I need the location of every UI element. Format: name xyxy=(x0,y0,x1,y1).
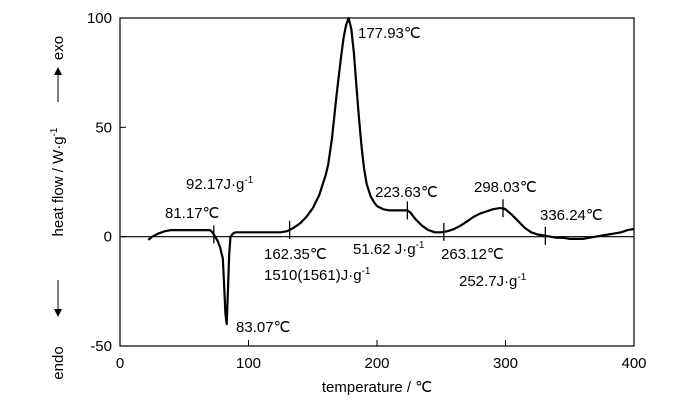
annotation-peak-late: 298.03℃ xyxy=(474,179,537,196)
exo-indicator: exo xyxy=(50,36,67,102)
x-tick-label: 100 xyxy=(236,355,261,372)
annotation-enthalpy-endo: 92.17J·g-1 xyxy=(186,175,254,193)
series-line xyxy=(147,16,635,326)
x-axis-ticks: 0 100 200 300 400 xyxy=(116,340,647,372)
endo-label: endo xyxy=(50,346,67,379)
annotation-end: 336.24℃ xyxy=(540,207,603,224)
y-axis-ticks: -50 0 50 100 xyxy=(87,10,126,355)
annotation-shoulder: 223.63℃ xyxy=(375,184,438,201)
annotation-onset-left: 81.17℃ xyxy=(165,205,219,222)
annotation-enthalpy-main: 1510(1561)J·g-1 xyxy=(264,266,371,284)
y-tick-label: -50 xyxy=(90,338,112,355)
exo-arrow-head xyxy=(54,67,62,75)
x-tick-label: 0 xyxy=(116,355,124,372)
x-tick-label: 200 xyxy=(364,355,389,372)
endo-indicator: endo xyxy=(50,280,67,380)
annotation-enthalpy-late: 252.7J·g-1 xyxy=(459,272,527,290)
y-tick-label: 50 xyxy=(95,119,112,136)
annotation-enthalpy-mid: 51.62 J·g-1 xyxy=(353,240,425,258)
exo-label: exo xyxy=(50,36,67,60)
annotation-peak-main: 177.93℃ xyxy=(358,25,421,42)
y-tick-label: 100 xyxy=(87,10,112,27)
endo-arrow-head xyxy=(54,309,62,317)
y-axis-label: heat flow / W·g-1 xyxy=(49,127,67,236)
x-axis-label: temperature / ℃ xyxy=(322,379,432,396)
y-tick-label: 0 xyxy=(104,229,112,246)
annotation-valley: 263.12℃ xyxy=(441,246,504,263)
annotation-peak-endo: 83.07℃ xyxy=(236,319,290,336)
segment-markers xyxy=(213,199,546,245)
x-tick-label: 400 xyxy=(621,355,646,372)
x-tick-label: 300 xyxy=(493,355,518,372)
annotation-onset-main: 162.35℃ xyxy=(264,246,327,263)
